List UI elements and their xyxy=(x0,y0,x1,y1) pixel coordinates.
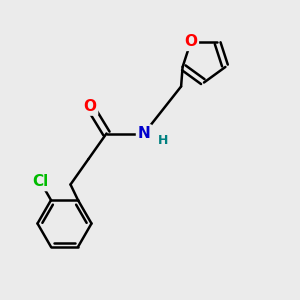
Text: O: O xyxy=(83,99,97,114)
Text: N: N xyxy=(138,126,150,141)
Text: H: H xyxy=(158,134,169,148)
Text: O: O xyxy=(184,34,197,49)
Text: Cl: Cl xyxy=(32,174,49,189)
